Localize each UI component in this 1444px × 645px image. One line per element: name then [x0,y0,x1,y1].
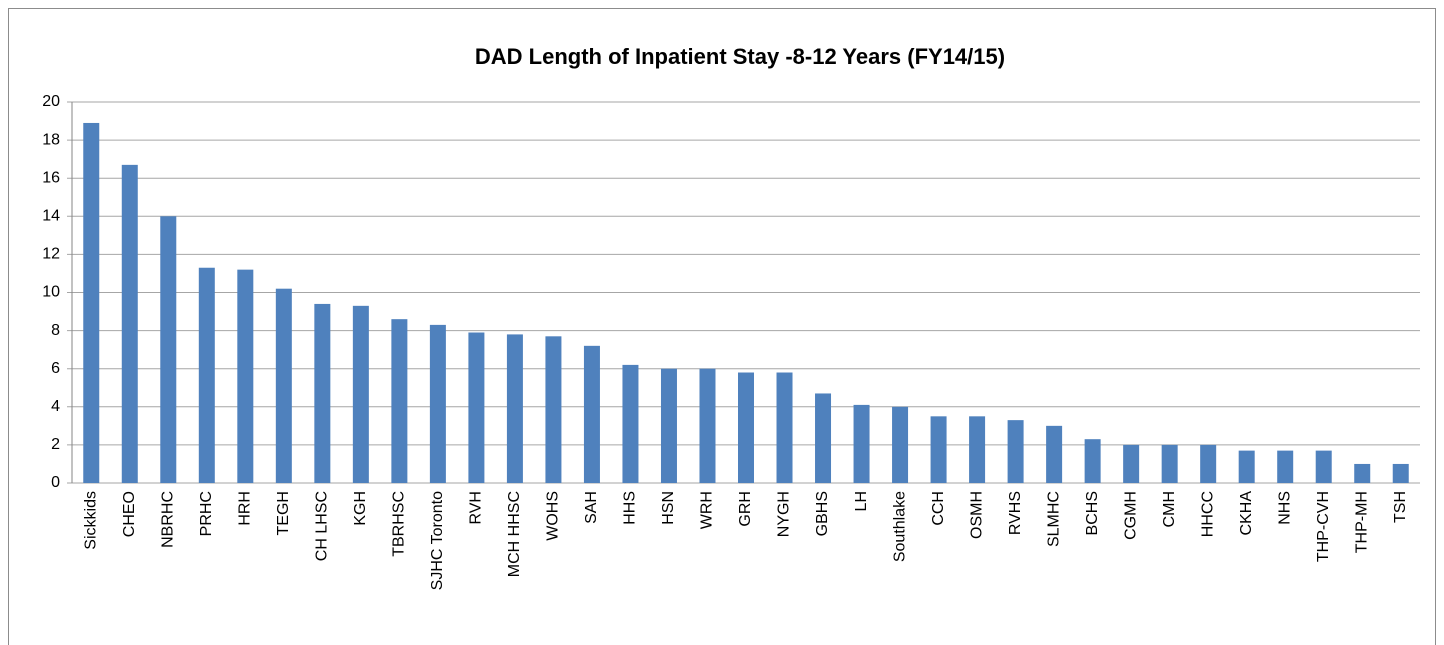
x-tick-label: TBRHSC [391,491,408,557]
y-tick-label: 20 [42,93,60,110]
x-tick-label: CHEO [121,491,138,537]
y-tick-label: 6 [51,360,60,377]
y-tick-label: 18 [42,131,60,148]
x-tick-label: KGH [352,491,369,526]
y-tick-label: 12 [42,246,60,263]
x-tick-label: CKHA [1238,491,1255,536]
y-tick-label: 14 [42,208,60,225]
bar [83,122,100,483]
bar [815,393,832,483]
bar [237,269,254,483]
bar [776,372,793,483]
y-tick-label: 8 [51,322,60,339]
x-tick-label: THP-MH [1353,491,1370,553]
bar [1007,420,1024,483]
bar [853,404,870,483]
bar [930,416,947,483]
bar [160,216,177,484]
bar [699,368,716,483]
x-tick-label: GRH [737,491,754,527]
x-tick-label: SLMHC [1045,491,1062,547]
x-tick-label: SAH [583,491,600,524]
bar [1315,450,1332,483]
y-tick-label: 2 [51,436,60,453]
x-tick-label: GBHS [814,491,831,536]
bar [352,305,369,483]
x-tick-label: HRH [237,491,254,526]
chart-frame [8,8,1436,645]
x-tick-label: WOHS [545,491,562,541]
bar [1123,444,1140,483]
bar [468,332,485,483]
bar [969,416,986,483]
x-tick-label: MCH HHSC [506,491,523,577]
bar [545,336,562,483]
bar [1161,444,1178,483]
bar [506,334,523,483]
x-tick-label: HHS [622,491,639,525]
bar [660,368,677,483]
bar [1392,463,1409,483]
x-tick-label: HSN [660,491,677,525]
x-tick-label: CMH [1161,491,1178,527]
x-tick-label: RVH [468,491,485,525]
bar [391,319,408,483]
y-tick-label: 4 [51,398,60,415]
bar [429,324,446,483]
x-tick-label: WRH [699,491,716,529]
x-tick-label: Sickkids [82,491,99,550]
bar [275,288,292,483]
bar [583,345,600,483]
x-tick-label: BCHS [1084,491,1101,535]
y-tick-label: 10 [42,284,60,301]
bar [1046,425,1063,483]
x-tick-label: Southlake [891,491,908,562]
bar [622,364,639,483]
x-tick-label: NHS [1276,491,1293,525]
x-tick-label: PRHC [198,491,215,536]
bar [121,164,138,484]
chart-title: DAD Length of Inpatient Stay -8-12 Years… [475,44,1005,69]
bar [1277,450,1294,483]
bar [1354,463,1371,483]
x-tick-label: LH [853,491,870,511]
x-tick-label: TSH [1392,491,1409,523]
bar [198,267,215,483]
bar [314,303,331,483]
bar [1200,444,1217,483]
x-tick-label: TEGH [275,491,292,535]
x-tick-label: RVHS [1007,491,1024,535]
x-tick-label: CCH [930,491,947,526]
bar [1238,450,1255,483]
x-tick-label: SJHC Toronto [429,491,446,590]
x-tick-label: CGMH [1122,491,1139,540]
x-tick-label: NBRHC [160,491,177,548]
x-tick-label: CH LHSC [314,491,331,561]
x-tick-label: NYGH [776,491,793,537]
bar [1084,439,1101,483]
x-tick-label: THP-CVH [1315,491,1332,562]
bar [738,372,754,483]
y-tick-label: 0 [51,474,60,491]
x-tick-label: HHCC [1199,491,1216,537]
bar [892,406,909,483]
x-tick-label: OSMH [968,491,985,539]
y-tick-label: 16 [42,169,60,186]
